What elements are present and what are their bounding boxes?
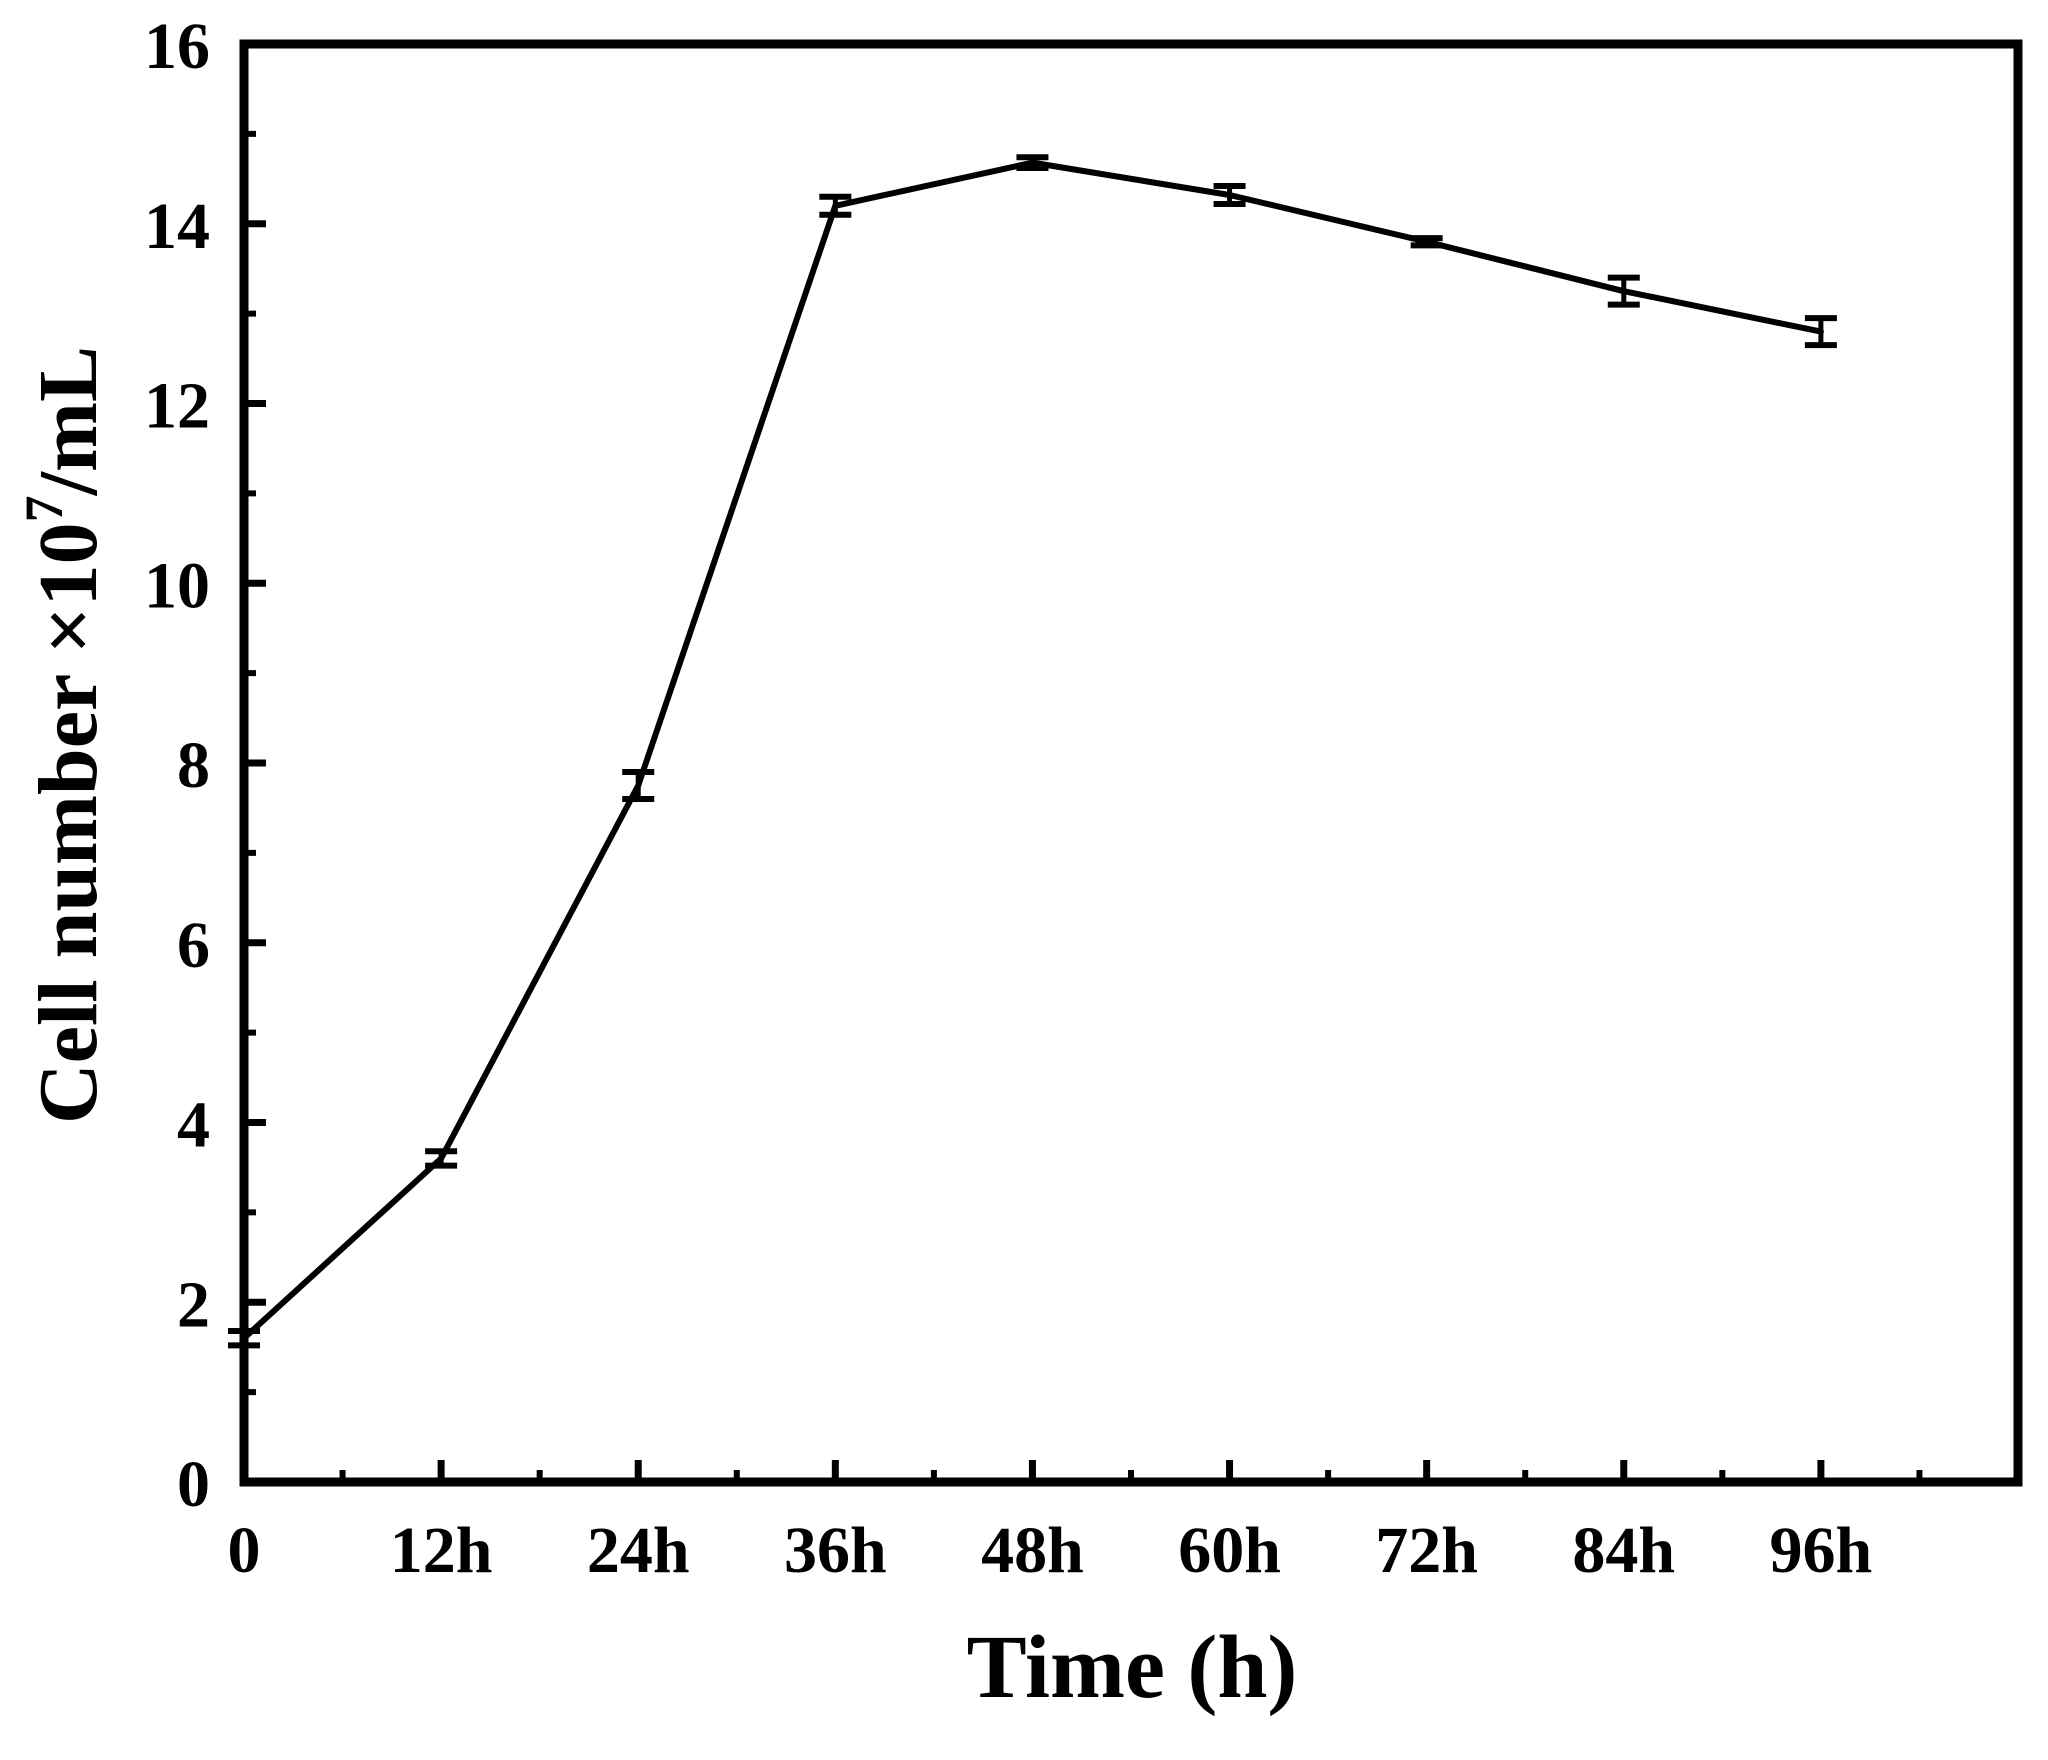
y-tick-label: 16 xyxy=(144,10,210,83)
y-tick-label: 4 xyxy=(177,1089,210,1162)
y-axis-ticks: 0 2 4 6 8 10 12 14 16 xyxy=(144,10,266,1521)
data-point xyxy=(438,1155,445,1162)
data-point xyxy=(1620,288,1627,295)
error-bar xyxy=(622,768,655,802)
x-tick-label: 84h xyxy=(1572,1514,1675,1587)
x-tick-label: 60h xyxy=(1178,1514,1281,1587)
x-tick-label: 24h xyxy=(587,1514,690,1587)
error-bar xyxy=(228,1328,260,1349)
x-tick-label: 12h xyxy=(390,1514,493,1587)
x-axis-ticks: 0 12h 24h 36h 48h 60h 72h 84h 96h xyxy=(228,1460,1923,1587)
error-bar xyxy=(1804,315,1837,349)
x-tick-label: 48h xyxy=(981,1514,1084,1587)
y-axis-label-superscript: 7 xyxy=(14,495,74,522)
data-point xyxy=(241,1335,247,1342)
error-bar xyxy=(1016,154,1049,172)
error-bar xyxy=(819,193,852,218)
data-point xyxy=(1029,159,1036,166)
y-tick-label: 12 xyxy=(144,370,210,443)
error-bar xyxy=(1410,235,1443,249)
y-tick-label: 14 xyxy=(144,190,210,263)
series-cell-number xyxy=(228,154,1837,1349)
y-tick-label: 0 xyxy=(177,1448,210,1521)
y-axis-label-unit: /mL xyxy=(22,346,115,496)
data-point xyxy=(635,782,642,789)
data-point xyxy=(1226,191,1233,198)
x-tick-label: 96h xyxy=(1770,1514,1873,1587)
y-tick-label: 6 xyxy=(177,909,210,982)
error-bar xyxy=(1213,183,1246,207)
y-axis-label: Cell number ×107/mL xyxy=(14,346,115,1124)
data-point xyxy=(1423,238,1430,245)
data-point xyxy=(1817,328,1824,335)
y-axis-label-main: Cell number ×10 xyxy=(22,522,115,1124)
y-tick-label: 2 xyxy=(177,1268,210,1341)
plot-border xyxy=(239,39,2023,1487)
y-tick-label: 8 xyxy=(177,729,210,802)
x-tick-label: 36h xyxy=(784,1514,887,1587)
data-point xyxy=(832,202,839,209)
x-axis-label: Time (h) xyxy=(967,1618,1298,1717)
x-tick-label: 72h xyxy=(1375,1514,1478,1587)
series-line xyxy=(241,159,1822,1341)
x-tick-label: 0 xyxy=(228,1514,261,1587)
plot-frame xyxy=(239,39,2023,1487)
error-bar xyxy=(1607,274,1640,308)
error-bar xyxy=(425,1148,458,1169)
y-tick-label: 10 xyxy=(144,549,210,622)
